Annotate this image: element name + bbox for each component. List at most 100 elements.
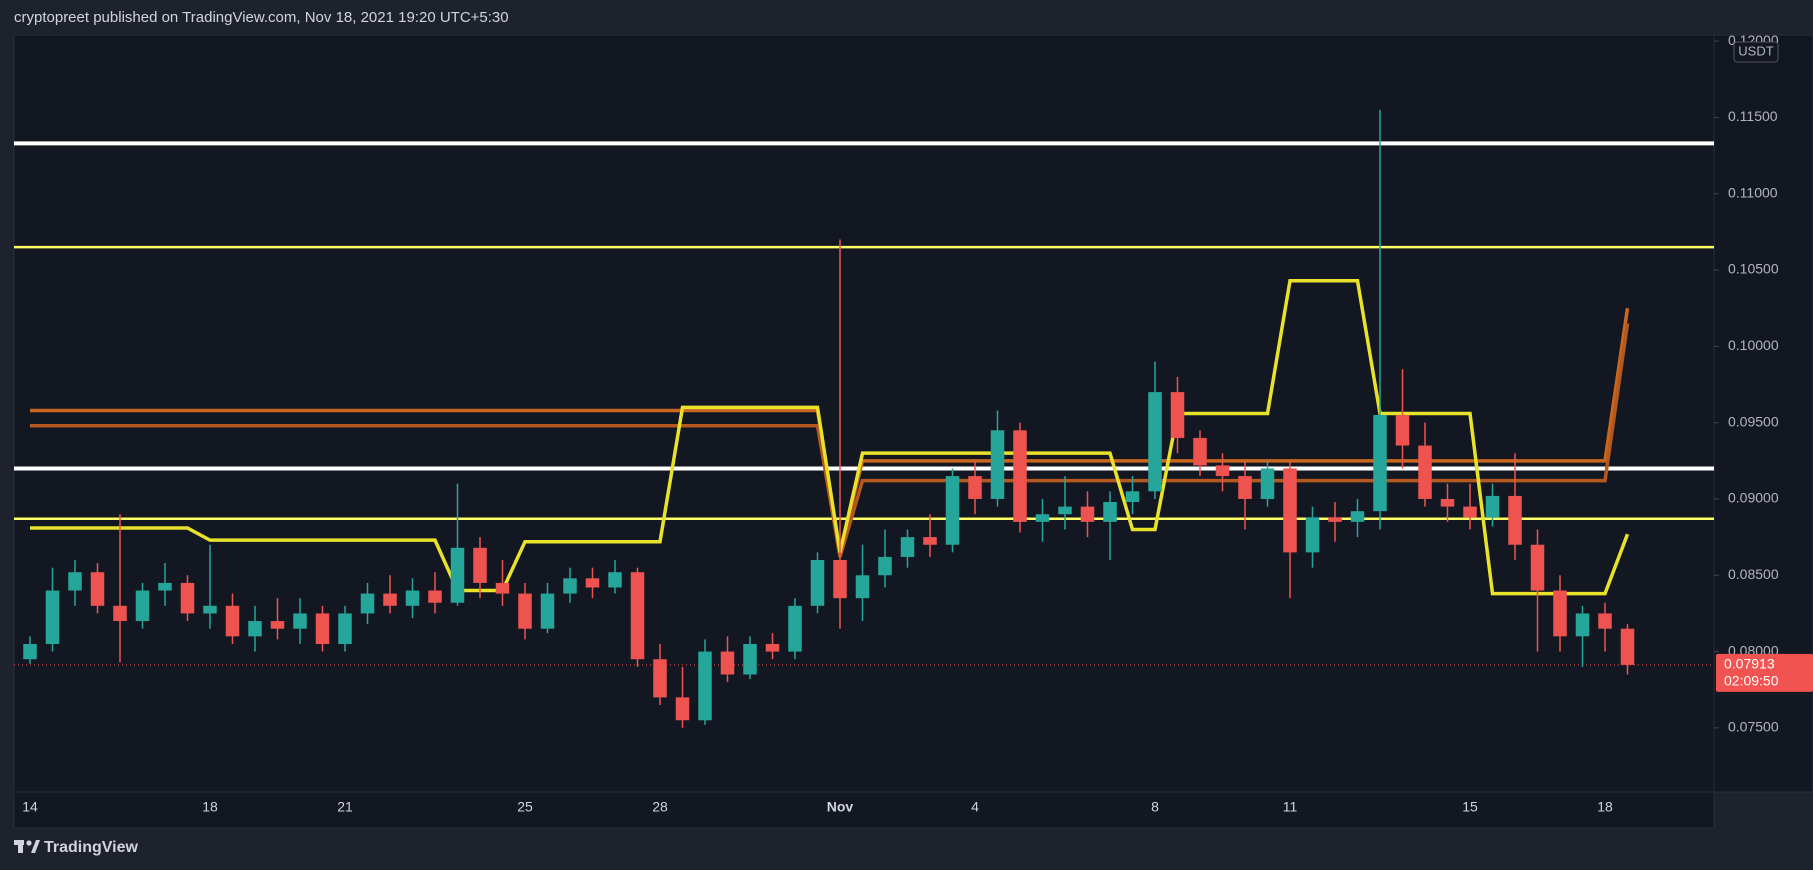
candle-body bbox=[855, 575, 870, 599]
candle-body bbox=[338, 613, 352, 644]
candle-body bbox=[158, 582, 172, 591]
candle-body bbox=[45, 590, 60, 644]
candle-body bbox=[1148, 392, 1162, 492]
y-tick-label: 0.10500 bbox=[1728, 261, 1779, 277]
plot-area bbox=[14, 109, 1714, 728]
x-tick-label: 28 bbox=[652, 799, 668, 815]
y-tick-label: 0.09000 bbox=[1728, 490, 1779, 506]
candle-body bbox=[743, 643, 757, 675]
indicator-line bbox=[30, 278, 1630, 596]
candle-body bbox=[1598, 613, 1612, 629]
y-tick-label: 0.11500 bbox=[1728, 108, 1778, 124]
candle-body bbox=[923, 537, 937, 545]
x-tick-label: 4 bbox=[971, 799, 979, 815]
candle-body bbox=[428, 590, 442, 603]
candle-body bbox=[675, 697, 690, 721]
candle-body bbox=[1283, 468, 1297, 553]
candle-body bbox=[1215, 465, 1230, 477]
x-tick-label: 21 bbox=[337, 799, 353, 815]
candle-body bbox=[1440, 498, 1455, 507]
y-tick-label: 0.09500 bbox=[1728, 413, 1779, 429]
candle-body bbox=[473, 547, 487, 583]
candle-body bbox=[653, 659, 667, 698]
candle-body bbox=[383, 593, 397, 606]
candle-body bbox=[293, 613, 307, 629]
candle-body bbox=[405, 590, 420, 606]
x-tick-label: 18 bbox=[202, 799, 218, 815]
candle-body bbox=[1193, 437, 1207, 466]
candle-body bbox=[1350, 511, 1365, 522]
candle-body bbox=[180, 582, 195, 614]
candle-body bbox=[720, 651, 735, 675]
candle-body bbox=[1620, 628, 1635, 665]
x-tick-label: 8 bbox=[1151, 799, 1159, 815]
candle-body bbox=[90, 572, 105, 606]
currency-badge bbox=[1733, 41, 1779, 63]
candle-body bbox=[810, 560, 825, 606]
candle-body bbox=[788, 605, 802, 652]
publish-header: cryptopreet published on TradingView.com… bbox=[14, 9, 509, 26]
candle-body bbox=[23, 643, 37, 660]
candle-body bbox=[1418, 445, 1432, 499]
candle-body bbox=[833, 560, 847, 599]
candle-body bbox=[1553, 590, 1567, 637]
y-tick-label: 0.08500 bbox=[1728, 566, 1779, 582]
candle-body bbox=[1485, 495, 1500, 518]
candle-body bbox=[630, 572, 645, 660]
candle-body bbox=[1125, 491, 1140, 503]
candle-body bbox=[1013, 430, 1027, 522]
candle-body bbox=[1238, 476, 1252, 499]
candle-body bbox=[585, 578, 600, 588]
y-tick-label: 0.10000 bbox=[1728, 337, 1779, 353]
candle-body bbox=[1395, 415, 1410, 446]
candle-body bbox=[270, 621, 285, 629]
last-price-badge bbox=[1716, 653, 1813, 692]
candle-body bbox=[68, 572, 82, 591]
candle-body bbox=[1373, 415, 1387, 512]
candle-body bbox=[698, 651, 712, 721]
countdown-label: 02:09:50 bbox=[1724, 673, 1779, 689]
candle-body bbox=[135, 590, 150, 622]
x-tick-label: 18 bbox=[1597, 799, 1613, 815]
axis-layer: 0.075000.080000.085000.090000.095000.100… bbox=[22, 32, 1813, 815]
candle-body bbox=[563, 578, 577, 594]
time-axis bbox=[13, 791, 1715, 829]
candle-body bbox=[1305, 517, 1320, 553]
candle-body bbox=[495, 582, 510, 594]
candle-body bbox=[1058, 506, 1072, 515]
candle-body bbox=[1170, 392, 1185, 438]
candle-body bbox=[360, 593, 375, 614]
x-tick-label: 11 bbox=[1283, 799, 1298, 815]
candle-body bbox=[878, 556, 892, 576]
candle-body bbox=[315, 613, 330, 644]
last-price-label: 0.07913 bbox=[1724, 656, 1775, 672]
candle-body bbox=[203, 605, 217, 614]
candle-body bbox=[990, 430, 1005, 499]
candle-body bbox=[225, 605, 240, 637]
candle-body bbox=[248, 621, 262, 637]
candle-body bbox=[450, 547, 465, 603]
candle-body bbox=[1328, 517, 1342, 522]
candle-body bbox=[608, 572, 622, 588]
candle-body bbox=[945, 476, 960, 545]
x-tick-label: 15 bbox=[1462, 799, 1478, 815]
y-tick-label: 0.07500 bbox=[1728, 719, 1779, 735]
candle-body bbox=[1575, 613, 1590, 637]
candle-body bbox=[540, 593, 555, 629]
candle-body bbox=[900, 537, 915, 557]
x-tick-label: Nov bbox=[827, 799, 854, 815]
candle-body bbox=[1530, 544, 1545, 591]
x-tick-label: 25 bbox=[517, 799, 533, 815]
candle-body bbox=[765, 643, 780, 652]
brand-logo bbox=[14, 840, 40, 853]
brand-name: TradingView bbox=[44, 839, 139, 856]
x-tick-label: 14 bbox=[22, 799, 38, 815]
indicator-line bbox=[30, 323, 1630, 558]
candle-body bbox=[113, 605, 127, 622]
candle-body bbox=[1103, 502, 1117, 522]
y-tick-label: 0.11000 bbox=[1728, 184, 1778, 200]
candle-body bbox=[1463, 506, 1477, 518]
candle-body bbox=[1508, 495, 1522, 545]
